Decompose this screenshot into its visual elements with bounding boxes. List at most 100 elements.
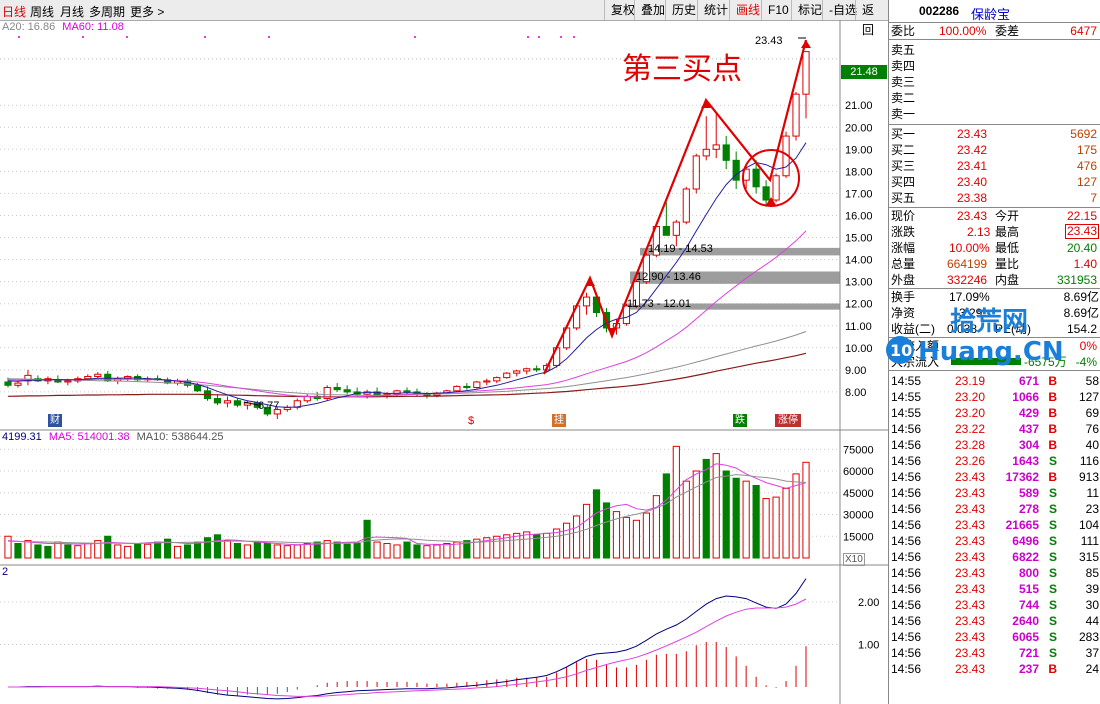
trade-v: 2640 [1012, 614, 1039, 628]
candle-body [762, 186, 770, 201]
volume-bar [523, 531, 531, 559]
history-button[interactable]: 历史 [665, 0, 702, 20]
fund-flow: 净流入额 0% 大宗流入 -6575万 -4% [889, 338, 1100, 371]
trade-row: 14:56 23.43 515 S 39 [889, 581, 1100, 597]
trade-row: 14:56 23.43 800 S 85 [889, 565, 1100, 581]
fin-value: 154.2 [1066, 322, 1097, 336]
support-band [640, 247, 840, 256]
trade-bs: S [1048, 598, 1057, 612]
candle-body [582, 296, 591, 307]
event-marker-dollar[interactable]: $ [468, 415, 475, 427]
macd-dea-line [8, 598, 807, 697]
volume-bar [54, 541, 62, 559]
overlay-button[interactable]: 叠加 [634, 0, 671, 20]
volume-bar [473, 538, 481, 559]
event-marker-drop[interactable]: 跌 [733, 414, 747, 427]
bid-row[interactable]: 买三 23.41 476 [889, 158, 1100, 174]
ask-row[interactable]: 卖二 [889, 90, 1100, 106]
tab-more[interactable]: 更多 > [130, 5, 165, 19]
candle-body [193, 384, 202, 392]
candle-body [493, 377, 501, 382]
trade-t: 14:56 [891, 598, 922, 612]
mark-button[interactable]: 标记 [791, 0, 828, 20]
stats-button[interactable]: 统计 [697, 0, 734, 20]
event-marker-announce[interactable]: 挂 [552, 414, 566, 427]
volume-bar [553, 528, 561, 559]
ask-row[interactable]: 卖一 [889, 106, 1100, 122]
volume-bar [124, 545, 132, 559]
volume-bar [632, 519, 641, 559]
ask-row[interactable]: 卖五 [889, 42, 1100, 58]
bid-row[interactable]: 买二 23.42 175 [889, 142, 1100, 158]
volume-bar [104, 535, 112, 559]
volume-bar [213, 534, 222, 559]
trade-row: 14:56 23.43 589 S 11 [889, 485, 1100, 501]
support-band [630, 271, 840, 284]
vol-ma5-label: MA5: 514001.38 [48, 431, 130, 443]
trade-p: 23.43 [955, 646, 986, 660]
volume-bar [333, 541, 341, 559]
volume-bar [762, 498, 770, 559]
tab-multi-period[interactable]: 多周期 [89, 5, 126, 19]
bid-label: 买一 [891, 127, 916, 141]
volume-bar [343, 543, 351, 559]
ask-row[interactable]: 卖三 [889, 74, 1100, 90]
tab-weekly[interactable]: 周线 [30, 5, 55, 19]
trade-p: 23.43 [955, 598, 986, 612]
support-band [622, 303, 840, 310]
trade-row: 14:55 23.19 671 B 58 [889, 373, 1100, 389]
quote-value: 20.40 [1066, 241, 1097, 255]
y-tick-label: 12.00 [845, 299, 873, 311]
trade-row: 14:56 23.43 2640 S 44 [889, 613, 1100, 629]
tab-daily[interactable]: 日线 [2, 5, 27, 19]
y-tick-label: 8.00 [845, 387, 866, 399]
stock-name: 保龄宝 [971, 7, 1011, 22]
arrowhead-icon [801, 40, 811, 48]
event-marker-limit-up[interactable]: 涨停 [775, 414, 801, 427]
ma20-line [7, 230, 807, 398]
remove-watchlist-button[interactable]: -自选 [822, 0, 863, 20]
candle-body [263, 406, 271, 415]
trade-v: 6822 [1012, 550, 1039, 564]
trade-p: 23.19 [955, 374, 986, 388]
bid-volume: 127 [1076, 175, 1097, 189]
trade-t: 14:56 [891, 614, 922, 628]
main-indicator-legend: A20: 16.86 MA60: 11.08 [2, 21, 124, 33]
kline-chart[interactable]: 21.0020.0019.0018.0017.0016.0015.0014.00… [0, 20, 888, 704]
trade-t: 14:56 [891, 438, 922, 452]
ask-row[interactable]: 卖四 [889, 58, 1100, 74]
tab-monthly[interactable]: 月线 [60, 5, 85, 19]
trade-bs: B [1048, 662, 1057, 676]
event-marker-finance[interactable]: 财 [48, 414, 62, 427]
trade-bs: S [1048, 502, 1057, 516]
volume-bar [513, 532, 521, 559]
bid-row[interactable]: 买一 23.43 5692 [889, 126, 1100, 142]
ma60-line [7, 352, 807, 398]
bid-row[interactable]: 买四 23.40 127 [889, 174, 1100, 190]
bid-row[interactable]: 买五 23.38 7 [889, 190, 1100, 206]
trade-p: 23.43 [955, 534, 986, 548]
back-button[interactable]: 返回 [855, 0, 888, 37]
volume-bar [393, 544, 401, 559]
f10-button[interactable]: F10 [761, 0, 795, 20]
trade-t: 14:56 [891, 582, 922, 596]
ma60-label: MA60: 11.08 [62, 21, 124, 33]
trade-bs: S [1048, 550, 1057, 564]
weibi-label: 委比 [891, 24, 916, 38]
quote-label: 今开 [995, 209, 1020, 223]
trade-v: 6496 [1012, 534, 1039, 548]
volume-bar [533, 534, 541, 559]
candle-body [622, 305, 631, 325]
trade-bs: S [1048, 566, 1057, 580]
trade-bs: S [1048, 534, 1057, 548]
trade-p: 23.43 [955, 662, 986, 676]
quote-value: 332246 [947, 273, 988, 287]
trade-bs: S [1048, 614, 1057, 628]
quote-label: 总量 [891, 257, 916, 271]
high-price-label: 23.43 [755, 35, 783, 47]
y-tick-label: 17.00 [845, 188, 873, 200]
fin-label: 收益(二) [891, 322, 935, 336]
trade-n: 69 [1085, 406, 1099, 420]
fuquan-button[interactable]: 复权 [604, 0, 641, 20]
draw-line-button[interactable]: 画线 [729, 0, 766, 20]
